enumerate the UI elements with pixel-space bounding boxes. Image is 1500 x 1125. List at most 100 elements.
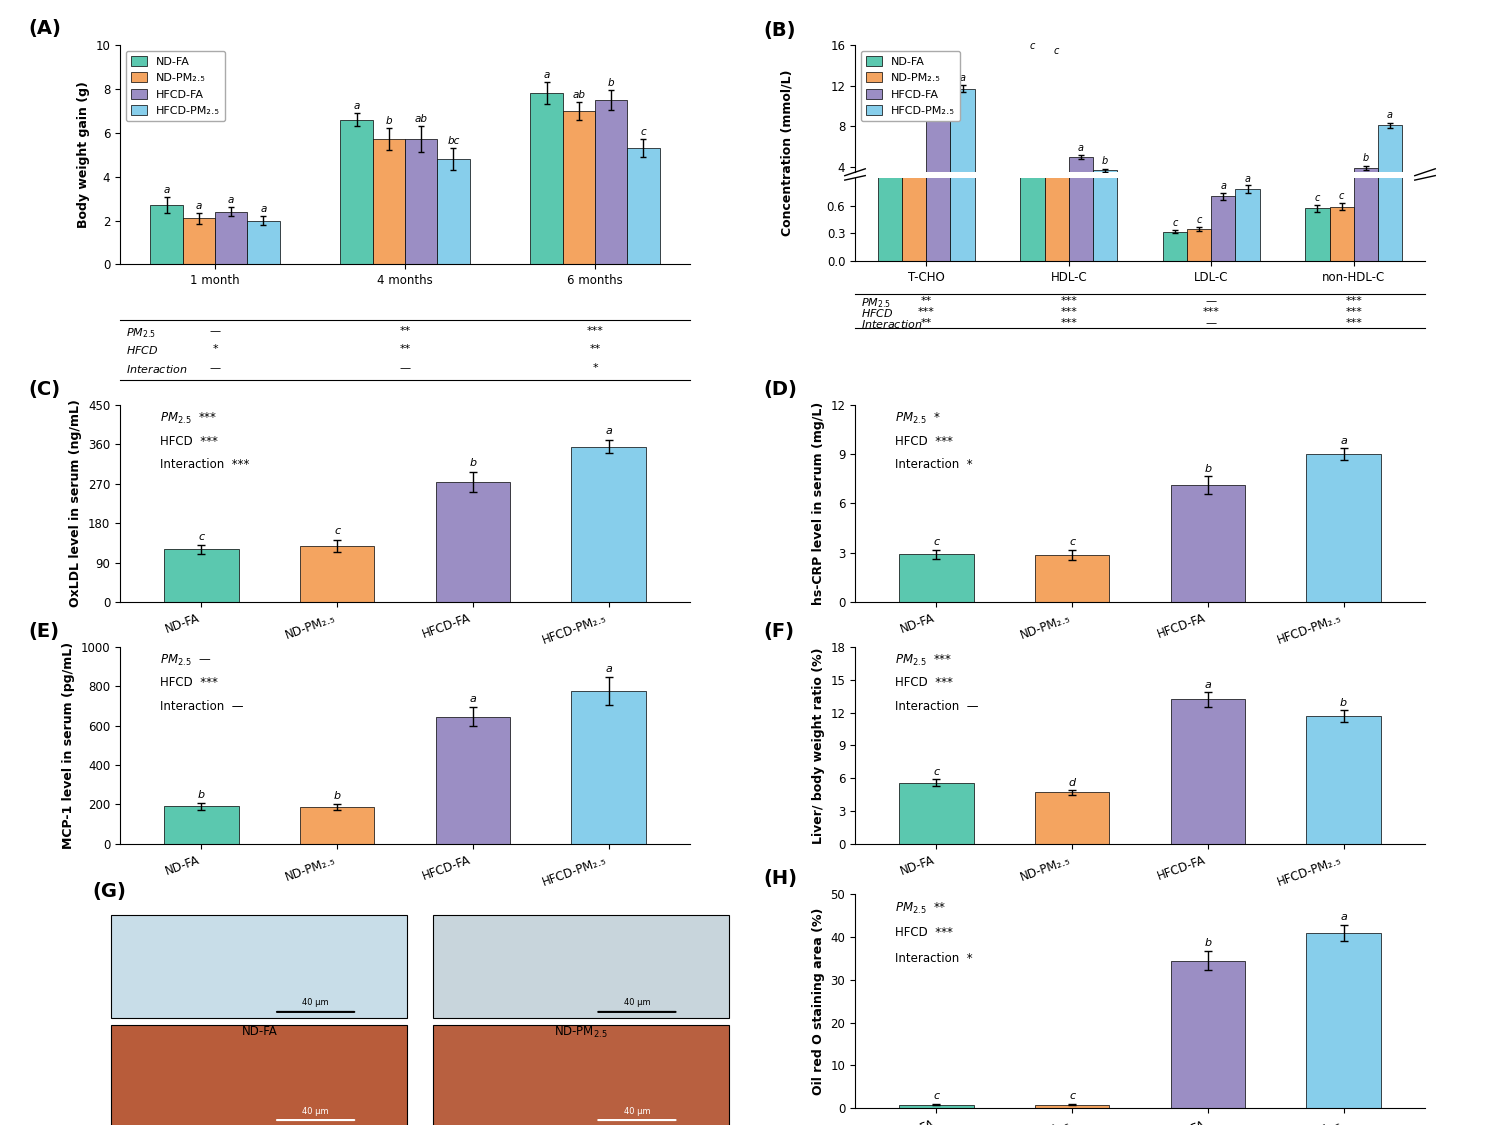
Text: b: b (1340, 698, 1347, 708)
Text: *: * (592, 363, 598, 374)
Bar (111, 915, 408, 1018)
Bar (1353, 0, 1378, 261)
Y-axis label: MCP-1 level in serum (pg/mL): MCP-1 level in serum (pg/mL) (62, 641, 75, 849)
Text: a: a (1245, 173, 1251, 183)
Text: ***: *** (1346, 318, 1362, 327)
Bar (627, 148, 660, 264)
Text: $\mathit{Interaction}$: $\mathit{Interaction}$ (126, 363, 188, 375)
Bar (340, 119, 372, 264)
Bar (898, 1105, 974, 1108)
Text: c: c (1197, 215, 1202, 225)
Text: b: b (386, 116, 392, 126)
Bar (531, 93, 562, 264)
Text: b: b (1102, 156, 1108, 166)
Text: ***: *** (1346, 307, 1362, 317)
Text: (G): (G) (93, 882, 126, 901)
Bar (902, 177, 926, 208)
Bar (183, 218, 214, 264)
Bar (1162, 232, 1186, 261)
Text: HFCD  ***: HFCD *** (896, 434, 952, 448)
Text: **: ** (399, 344, 411, 354)
Text: (D): (D) (764, 380, 798, 399)
Text: a: a (195, 200, 202, 210)
Text: ND-PM$_{2.5}$: ND-PM$_{2.5}$ (554, 1025, 608, 1040)
Bar (1212, 200, 1236, 208)
Text: a: a (1340, 911, 1347, 921)
Text: c: c (933, 1090, 939, 1100)
Bar (572, 447, 646, 602)
Bar (1035, 555, 1110, 602)
Bar (1044, 66, 1068, 261)
Y-axis label: OxLDL level in serum (ng/mL): OxLDL level in serum (ng/mL) (69, 399, 82, 608)
Text: ***: *** (918, 307, 934, 317)
Text: 40 μm: 40 μm (303, 1107, 328, 1116)
Text: a: a (164, 186, 170, 196)
Text: ***: *** (1060, 307, 1077, 317)
Bar (1236, 189, 1260, 261)
Text: ND-FA: ND-FA (242, 1025, 278, 1038)
Legend: ND-FA, ND-PM₂.₅, HFCD-FA, HFCD-PM₂.₅: ND-FA, ND-PM₂.₅, HFCD-FA, HFCD-PM₂.₅ (861, 51, 960, 122)
Bar (438, 159, 470, 264)
Text: c: c (640, 127, 646, 137)
Bar (1306, 455, 1382, 602)
Text: b: b (1362, 153, 1370, 163)
Bar (1212, 197, 1236, 261)
Text: ab: ab (573, 90, 585, 100)
Bar (1186, 228, 1210, 261)
Text: ***: *** (1203, 307, 1219, 317)
Y-axis label: Oil red O staining area (%): Oil red O staining area (%) (812, 908, 825, 1095)
Text: $PM_{2.5}$  ***: $PM_{2.5}$ *** (160, 411, 218, 426)
Text: a: a (604, 426, 612, 436)
Bar (902, 0, 926, 261)
Text: ***: *** (1060, 318, 1077, 327)
Bar (898, 555, 974, 602)
Text: bc: bc (447, 136, 459, 146)
Bar (1162, 205, 1186, 208)
Text: —: — (1206, 318, 1216, 327)
Text: c: c (1054, 46, 1059, 56)
Text: a: a (228, 195, 234, 205)
Bar (878, 0, 902, 261)
Text: b: b (1204, 464, 1212, 474)
Bar (1035, 1105, 1110, 1108)
Bar (432, 915, 729, 1018)
Text: c: c (334, 526, 340, 537)
Bar (1306, 933, 1382, 1108)
Text: HFCD  ***: HFCD *** (896, 676, 952, 690)
Text: b: b (934, 100, 942, 109)
Bar (1068, 0, 1094, 261)
Bar (214, 212, 248, 264)
Bar (878, 177, 902, 208)
Text: b: b (333, 791, 340, 801)
Text: $\mathit{HFCD}$: $\mathit{HFCD}$ (861, 307, 894, 319)
Bar (926, 116, 951, 208)
Bar (1020, 186, 1044, 208)
Bar (596, 100, 627, 264)
Text: Interaction  —: Interaction — (896, 700, 978, 713)
Text: $\mathit{PM_{2.5}}$: $\mathit{PM_{2.5}}$ (861, 296, 891, 310)
Text: Interaction  *: Interaction * (896, 458, 972, 471)
Text: c: c (1314, 193, 1320, 202)
Text: Concentration (mmol/L): Concentration (mmol/L) (782, 70, 794, 236)
Text: $PM_{2.5}$  *: $PM_{2.5}$ * (896, 411, 940, 426)
Bar (1305, 202, 1329, 208)
Text: —: — (210, 363, 220, 374)
Text: **: ** (921, 296, 932, 306)
Bar (1170, 961, 1245, 1108)
Bar (164, 807, 238, 844)
Text: a: a (470, 694, 477, 704)
Text: (E): (E) (28, 622, 60, 641)
Text: ***: *** (1346, 296, 1362, 306)
Bar (1236, 200, 1260, 208)
Text: (A): (A) (28, 19, 62, 38)
Bar (1020, 62, 1044, 261)
Bar (1068, 158, 1094, 208)
Bar (1035, 792, 1110, 844)
Bar (435, 482, 510, 602)
Text: 40 μm: 40 μm (624, 998, 650, 1007)
Text: a: a (354, 101, 360, 110)
Text: HFCD  ***: HFCD *** (160, 434, 218, 448)
Text: c: c (1029, 42, 1035, 51)
Text: a: a (960, 73, 966, 82)
Text: Interaction  ***: Interaction *** (160, 458, 249, 471)
